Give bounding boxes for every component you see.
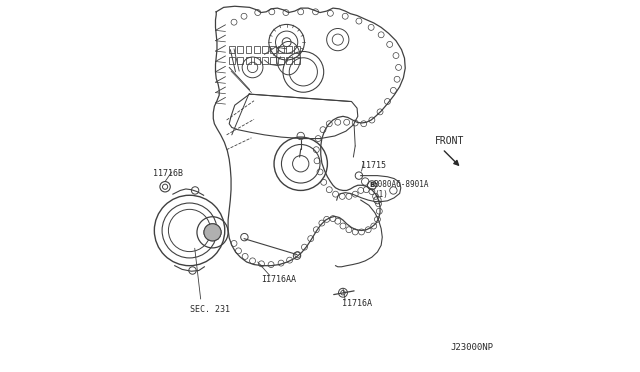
Bar	[246, 46, 252, 52]
Text: 11715: 11715	[361, 161, 386, 170]
Polygon shape	[213, 6, 405, 266]
Text: J23000NP: J23000NP	[451, 343, 493, 352]
Bar	[253, 57, 260, 64]
Bar	[278, 57, 284, 64]
Text: I1716AA: I1716AA	[260, 275, 296, 284]
Bar	[229, 46, 235, 52]
Bar	[262, 46, 268, 52]
Bar	[229, 57, 235, 64]
Text: SEC. 231: SEC. 231	[189, 305, 230, 314]
Circle shape	[204, 224, 221, 241]
Bar	[286, 46, 292, 52]
Text: FRONT: FRONT	[435, 136, 464, 146]
Text: B080A6-8901A: B080A6-8901A	[374, 180, 429, 189]
Text: 11716B: 11716B	[153, 169, 183, 177]
Bar	[270, 46, 276, 52]
Bar	[294, 57, 300, 64]
Bar	[253, 46, 260, 52]
Bar	[237, 46, 243, 52]
Bar	[286, 57, 292, 64]
Bar	[270, 57, 276, 64]
Text: B: B	[369, 182, 374, 188]
Bar	[262, 57, 268, 64]
Bar	[237, 57, 243, 64]
Bar	[278, 46, 284, 52]
Text: 11716A: 11716A	[342, 299, 372, 308]
Text: (1): (1)	[375, 190, 388, 199]
Bar	[246, 57, 252, 64]
Bar	[294, 46, 300, 52]
